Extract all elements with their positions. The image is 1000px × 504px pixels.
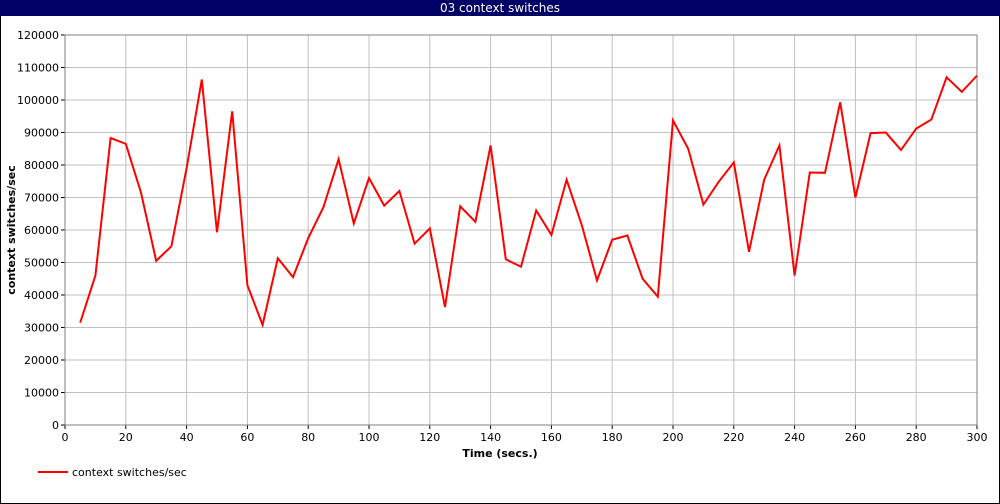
y-tick-label: 120000 (17, 29, 59, 42)
y-tick-label: 40000 (24, 289, 59, 302)
x-tick-label: 280 (906, 431, 927, 444)
y-tick-label: 50000 (24, 257, 59, 270)
y-tick-label: 70000 (24, 192, 59, 205)
x-tick-label: 120 (419, 431, 440, 444)
x-tick-label: 60 (240, 431, 254, 444)
x-tick-label: 80 (301, 431, 315, 444)
y-axis-label: context switches/sec (5, 165, 18, 294)
x-axis-label: Time (secs.) (462, 447, 537, 460)
x-tick-label: 40 (180, 431, 194, 444)
y-tick-label: 0 (52, 419, 59, 432)
y-tick-label: 110000 (17, 62, 59, 75)
chart-title: 03 context switches (440, 1, 560, 15)
x-tick-label: 0 (62, 431, 69, 444)
y-tick-label: 20000 (24, 354, 59, 367)
title-bar (0, 0, 1000, 16)
x-tick-label: 260 (845, 431, 866, 444)
x-tick-label: 200 (663, 431, 684, 444)
x-tick-label: 180 (602, 431, 623, 444)
y-tick-label: 100000 (17, 94, 59, 107)
y-tick-label: 80000 (24, 159, 59, 172)
x-tick-label: 20 (119, 431, 133, 444)
y-tick-label: 90000 (24, 127, 59, 140)
x-tick-label: 300 (967, 431, 988, 444)
x-tick-label: 220 (723, 431, 744, 444)
y-tick-label: 10000 (24, 387, 59, 400)
legend-label: context switches/sec (72, 466, 187, 479)
x-tick-label: 240 (784, 431, 805, 444)
x-tick-label: 160 (541, 431, 562, 444)
x-tick-label: 140 (480, 431, 501, 444)
data-line (79, 74, 978, 329)
plot-border (64, 34, 978, 426)
y-tick-label: 60000 (24, 224, 59, 237)
x-tick-label: 100 (359, 431, 380, 444)
y-tick-label: 30000 (24, 322, 59, 335)
